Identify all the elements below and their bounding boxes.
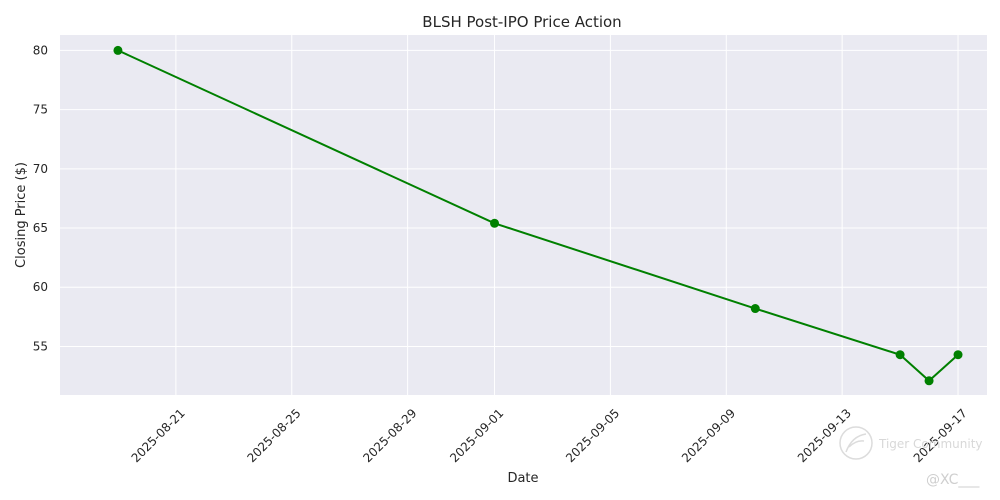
x-tick-label: 2025-08-21 (129, 406, 188, 465)
x-tick-label: 2025-09-17 (911, 406, 970, 465)
x-tick-label: 2025-09-13 (795, 406, 854, 465)
x-tick-label: 2025-09-05 (563, 406, 622, 465)
y-axis-label: Closing Price ($) (14, 162, 29, 268)
plot-area (60, 35, 987, 395)
watermark-user: @XC___ (926, 472, 980, 488)
x-tick-label: 2025-09-01 (447, 406, 506, 465)
y-tick-label: 75 (33, 103, 48, 117)
x-tick-labels: 2025-08-21 2025-08-25 2025-08-29 2025-09-01… (129, 406, 970, 465)
data-point-marker (490, 218, 500, 228)
data-point-marker (750, 304, 760, 314)
data-point-marker (113, 45, 123, 55)
watermark: Tiger Community @XC___ (839, 426, 983, 488)
x-tick-label: 2025-08-29 (360, 406, 419, 465)
data-point-marker (924, 376, 934, 386)
x-axis-label: Date (507, 471, 538, 486)
y-tick-label: 70 (33, 162, 48, 176)
y-tick-label: 60 (33, 280, 48, 294)
y-tick-labels: 55 60 65 70 75 80 (33, 43, 48, 353)
grid-lines (60, 35, 987, 395)
tiger-logo-icon (839, 426, 873, 460)
data-point-marker (953, 350, 963, 360)
y-tick-label: 65 (33, 221, 48, 235)
data-point-marker (895, 350, 905, 360)
y-tick-label: 80 (33, 43, 48, 57)
chart-title: BLSH Post-IPO Price Action (422, 13, 621, 31)
series-line (117, 49, 959, 383)
watermark-brand: Tiger Community (878, 437, 983, 451)
x-tick-label: 2025-08-25 (244, 406, 303, 465)
series-line-group (113, 45, 963, 386)
y-tick-label: 55 (33, 339, 48, 353)
x-tick-label: 2025-09-09 (679, 406, 738, 465)
